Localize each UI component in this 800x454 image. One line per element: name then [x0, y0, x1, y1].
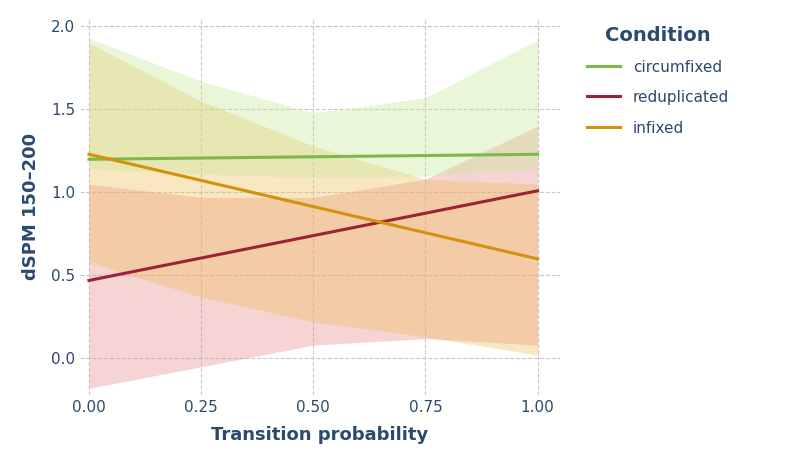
X-axis label: Transition probability: Transition probability	[211, 426, 429, 444]
Y-axis label: dSPM 150–200: dSPM 150–200	[22, 133, 40, 280]
Legend: circumfixed, reduplicated, infixed: circumfixed, reduplicated, infixed	[587, 26, 729, 136]
